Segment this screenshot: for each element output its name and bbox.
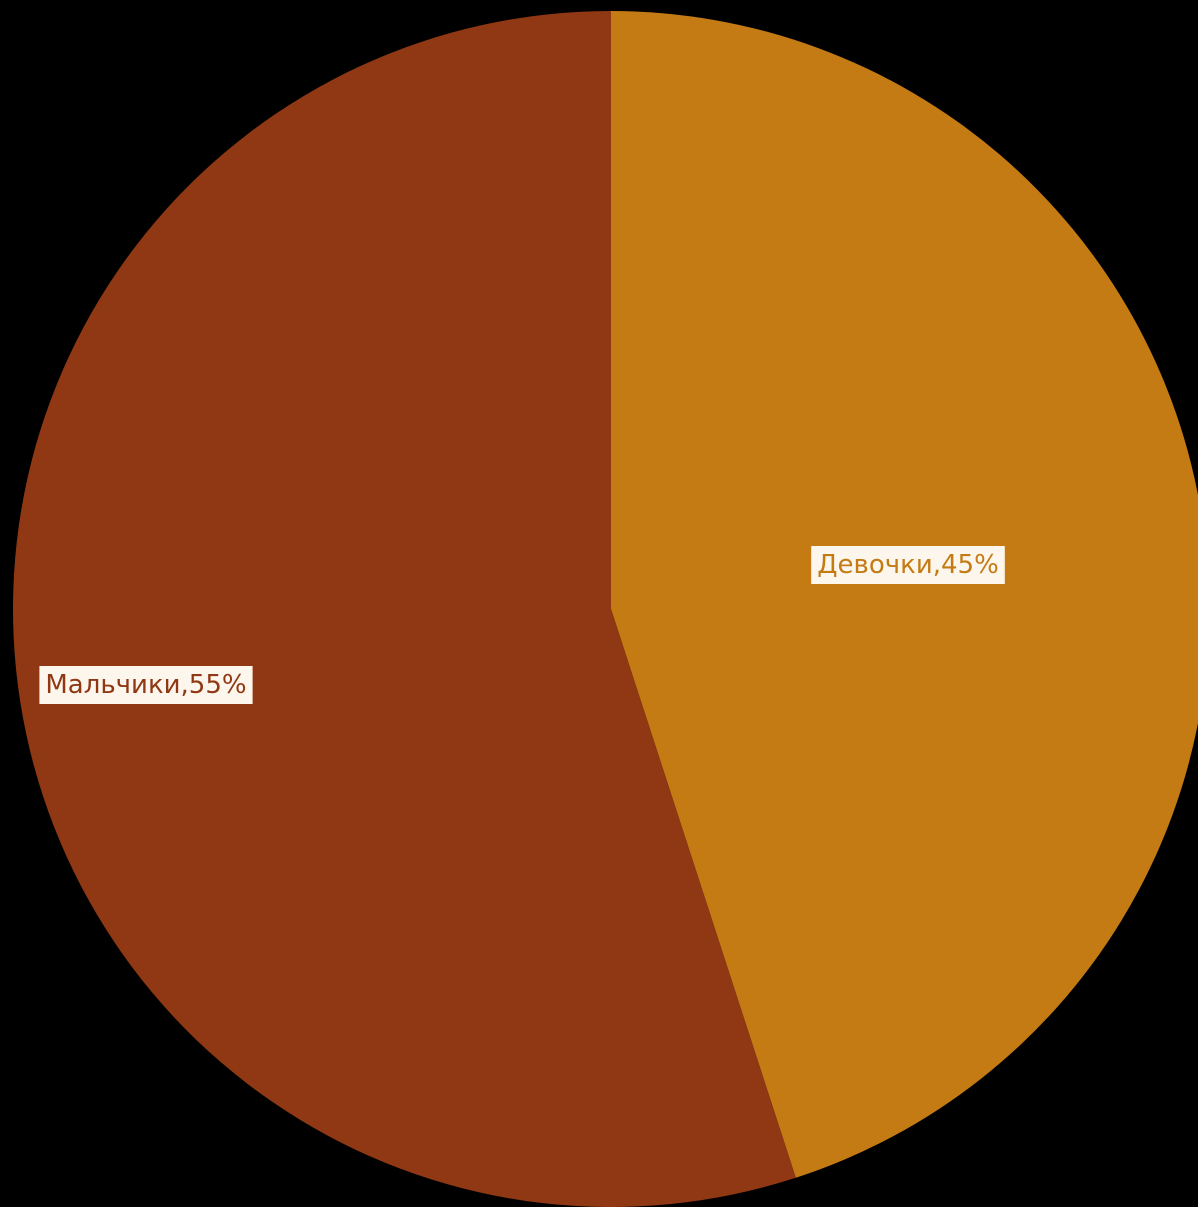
data-label-2: Мальчики,55% xyxy=(39,666,253,704)
pie-slice-2 xyxy=(13,11,796,1207)
pie-slices xyxy=(13,11,1198,1207)
data-label-text: Девочки,45% xyxy=(817,550,999,580)
data-label-background xyxy=(39,666,253,704)
data-label-1: Девочки,45% xyxy=(811,546,1005,584)
pie-slice-1 xyxy=(611,11,1198,1178)
data-label-text: Мальчики,55% xyxy=(45,670,246,700)
pie-data-labels: Девочки,45% Мальчики,55% xyxy=(39,546,1005,704)
data-label-background xyxy=(811,546,1005,584)
